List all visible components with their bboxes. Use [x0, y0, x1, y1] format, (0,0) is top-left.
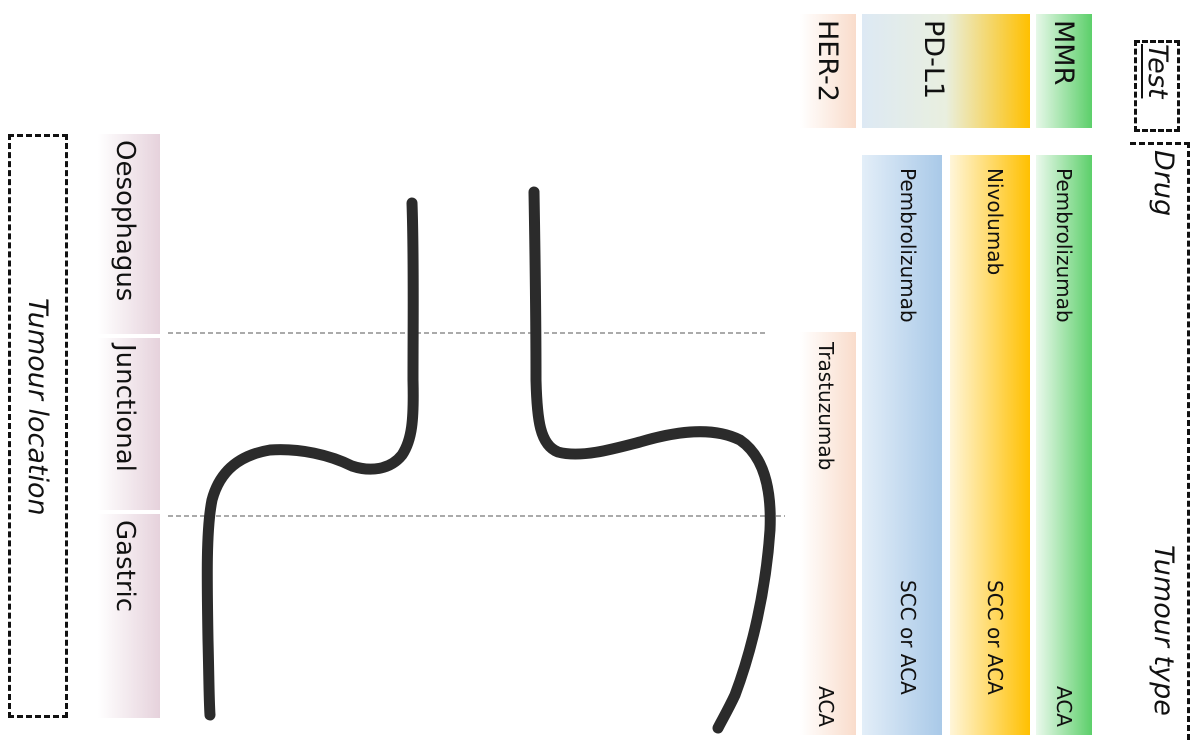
pdl1-test-band [862, 14, 1030, 128]
oesophagus-wall-left [201, 197, 419, 721]
location-oesophagus-band [98, 134, 160, 334]
location-junctional-band [98, 338, 160, 510]
tumour-location-box [8, 134, 68, 718]
mmr-drug-band [1036, 155, 1092, 735]
location-junctional-label: Junctional [110, 344, 140, 472]
mmr-test-label: MMR [1048, 20, 1079, 86]
mmr-tumour-type-label: ACA [1052, 686, 1076, 727]
pdl1-pembrolizumab-tumour-type-label: SCC or ACA [896, 580, 920, 695]
her2-drug-label: Trastuzumab [814, 342, 838, 471]
tumour-type-header-label: Tumour type [1148, 545, 1179, 716]
pdl1-pembrolizumab-drug-label: Pembrolizumab [896, 168, 920, 323]
her2-test-band [800, 14, 856, 128]
her2-test-label: HER-2 [812, 20, 843, 102]
mmr-test-band [1036, 14, 1092, 128]
oesophagus-wall-right [528, 186, 776, 734]
pdl1-pembrolizumab-drug-band [862, 155, 942, 735]
nivolumab-drug-label: Nivolumab [983, 168, 1007, 276]
test-header-label: Test [1142, 44, 1173, 99]
drug-header-label: Drug [1148, 150, 1179, 217]
location-oesophagus-label: Oesophagus [110, 140, 140, 302]
drug-tumour-type-header-box [1130, 142, 1190, 740]
her2-drug-band [800, 332, 856, 735]
her2-tumour-type-label: ACA [814, 686, 838, 727]
location-gastric-band [98, 514, 160, 718]
nivolumab-tumour-type-label: SCC or ACA [983, 580, 1007, 695]
pdl1-test-label: PD-L1 [918, 20, 949, 100]
location-gastric-label: Gastric [110, 520, 140, 613]
test-header-box [1134, 40, 1180, 132]
tumour-location-label: Tumour location [22, 298, 53, 516]
mmr-drug-label: Pembrolizumab [1052, 168, 1076, 323]
nivolumab-drug-band [950, 155, 1030, 735]
